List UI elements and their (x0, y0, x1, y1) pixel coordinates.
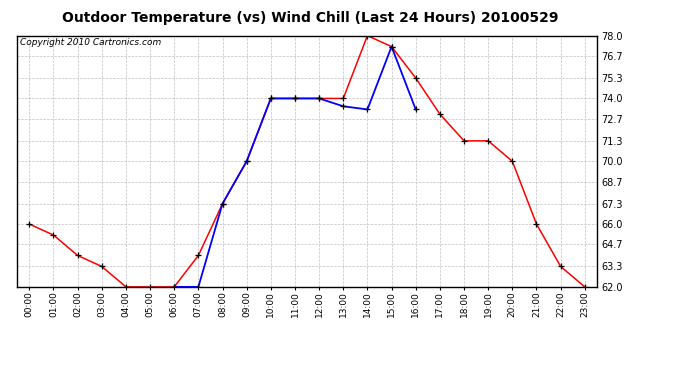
Text: Outdoor Temperature (vs) Wind Chill (Last 24 Hours) 20100529: Outdoor Temperature (vs) Wind Chill (Las… (62, 11, 559, 25)
Text: Copyright 2010 Cartronics.com: Copyright 2010 Cartronics.com (20, 38, 161, 47)
